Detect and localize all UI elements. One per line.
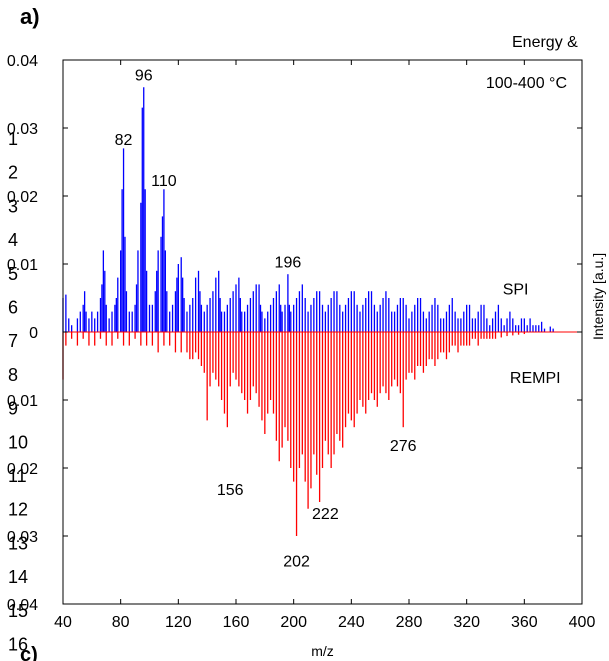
- series-label: SPI: [503, 282, 529, 299]
- y-tick-label: 0.03: [7, 529, 38, 546]
- line-number: 12: [8, 500, 28, 520]
- line-number: 4: [8, 230, 18, 250]
- x-tick-label: 240: [338, 614, 365, 631]
- line-number: 10: [8, 432, 28, 452]
- peak-annotations: 96 82 110 196 156 276 222 202 SPI REMPI: [115, 67, 561, 570]
- line-number: 9: [8, 399, 18, 419]
- x-tick-label: 160: [223, 614, 250, 631]
- line-number: 2: [8, 163, 18, 183]
- x-axis-label: m/z: [311, 643, 334, 659]
- right-axis-fragment: Intensity [a.u.]: [590, 253, 606, 340]
- line-number: 5: [8, 264, 18, 284]
- peak-label: 276: [390, 438, 417, 455]
- line-number: 16: [8, 635, 28, 655]
- line-number: 11: [8, 466, 27, 486]
- x-tick-label: 320: [453, 614, 480, 631]
- peak-label: 156: [217, 482, 244, 499]
- peak-label: 82: [115, 132, 133, 149]
- line-number: 3: [8, 196, 18, 216]
- line-number: 15: [8, 601, 28, 621]
- peak-label: 202: [283, 554, 310, 571]
- x-tick-label: 80: [112, 614, 130, 631]
- x-tick-label: 400: [569, 614, 596, 631]
- line-number: 6: [8, 298, 18, 318]
- line-number: 14: [8, 567, 28, 587]
- y-tick-label: 0.02: [7, 461, 38, 478]
- series-label: REMPI: [510, 370, 561, 387]
- panel-label-bottom: c): [20, 644, 38, 661]
- y-tick-label: 0: [29, 325, 38, 342]
- line-number: 13: [8, 533, 28, 553]
- y-tick-label: 0.03: [7, 121, 38, 138]
- legend-text: 100-400 °C: [486, 75, 567, 92]
- y-tick-label: 0.04: [7, 597, 38, 614]
- x-tick-label: 360: [511, 614, 538, 631]
- line-numbers: 1234567891011121314151617: [8, 129, 28, 655]
- line-number: 8: [8, 365, 18, 385]
- line-number: 7: [8, 331, 18, 351]
- y-tick-label: 0.01: [7, 393, 38, 410]
- rempi-series: [62, 332, 525, 536]
- x-tick-label: 280: [396, 614, 423, 631]
- peak-label: 222: [312, 506, 339, 523]
- y-axis-ticks: 0.04 0.03 0.02 0.01 0 0.01 0.02 0.03 0.04: [7, 53, 582, 614]
- x-axis-ticks: 40 80 120 160 200 240 280 320 360 400: [54, 60, 595, 631]
- peak-label: 96: [135, 67, 153, 84]
- header-fragment: Energy &: [512, 34, 578, 51]
- panel-label: a): [20, 4, 40, 29]
- x-tick-label: 120: [165, 614, 192, 631]
- x-tick-label: 40: [54, 614, 72, 631]
- peak-label: 110: [151, 173, 177, 190]
- y-tick-label: 0.01: [7, 257, 38, 274]
- spi-series: [62, 87, 554, 332]
- x-tick-label: 200: [280, 614, 307, 631]
- peak-label: 196: [275, 254, 302, 271]
- y-tick-label: 0.02: [7, 189, 38, 206]
- line-number: 1: [8, 129, 18, 149]
- y-tick-label: 0.04: [7, 53, 38, 70]
